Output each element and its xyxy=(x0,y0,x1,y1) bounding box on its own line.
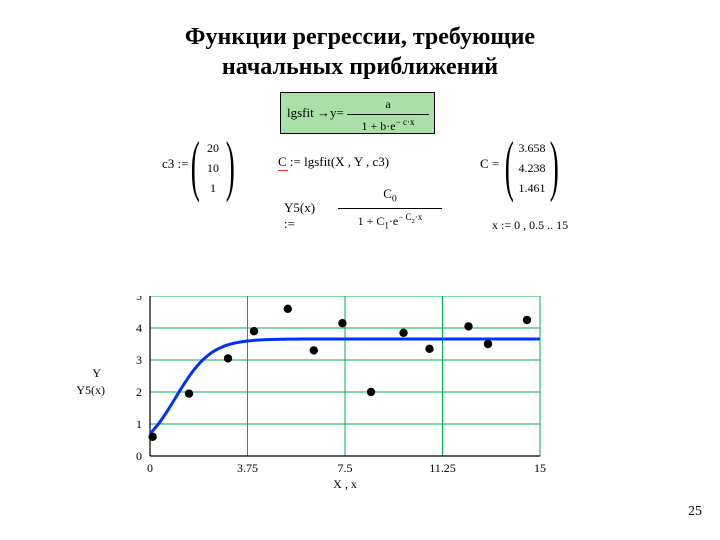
svg-text:15: 15 xyxy=(534,461,546,475)
title-line2: начальных приближений xyxy=(0,52,720,82)
c3-label: c3 := xyxy=(162,156,188,172)
formula-lgsfit: lgsfit →y= a 1 + b·e− c·x xyxy=(280,92,435,134)
chart: Y Y5(x) 03.757.511.2515012345X , x xyxy=(120,296,580,496)
svg-text:2: 2 xyxy=(136,385,142,399)
title-line1: Функции регрессии, требующие xyxy=(0,22,720,52)
C-label: C = xyxy=(480,156,499,172)
formula-num: a xyxy=(347,97,429,112)
svg-text:1: 1 xyxy=(136,417,142,431)
formula-den: 1 + b·e− c·x xyxy=(347,117,429,134)
page-number: 25 xyxy=(688,504,702,520)
formula-lhs: lgsfit →y= xyxy=(287,105,344,121)
ylabel-Y: Y xyxy=(55,366,105,381)
svg-text:3: 3 xyxy=(136,353,142,367)
svg-text:5: 5 xyxy=(136,296,142,303)
formula-block: lgsfit →y= a 1 + b·e− c·x c3 := ( 20 10 … xyxy=(130,90,590,268)
y-axis-labels: Y Y5(x) xyxy=(55,366,105,398)
svg-text:4: 4 xyxy=(136,321,142,335)
x-range: x := 0 , 0.5 .. 15 xyxy=(492,218,568,233)
svg-text:0: 0 xyxy=(147,461,153,475)
svg-text:3.75: 3.75 xyxy=(237,461,258,475)
C-vector: C = ( 3.658 4.238 1.461 ) xyxy=(506,134,558,200)
svg-text:11.25: 11.25 xyxy=(429,461,456,475)
svg-text:7.5: 7.5 xyxy=(338,461,353,475)
svg-text:X , x: X , x xyxy=(333,477,357,491)
cfit-expr: C := lgsfit(X , Y , c3) xyxy=(278,154,389,170)
ylabel-Y5: Y5(x) xyxy=(55,383,105,398)
y5-lhs: Y5(x) := xyxy=(284,200,315,232)
svg-text:0: 0 xyxy=(136,449,142,463)
c3-vector: c3 := ( 20 10 1 ) xyxy=(192,134,234,200)
